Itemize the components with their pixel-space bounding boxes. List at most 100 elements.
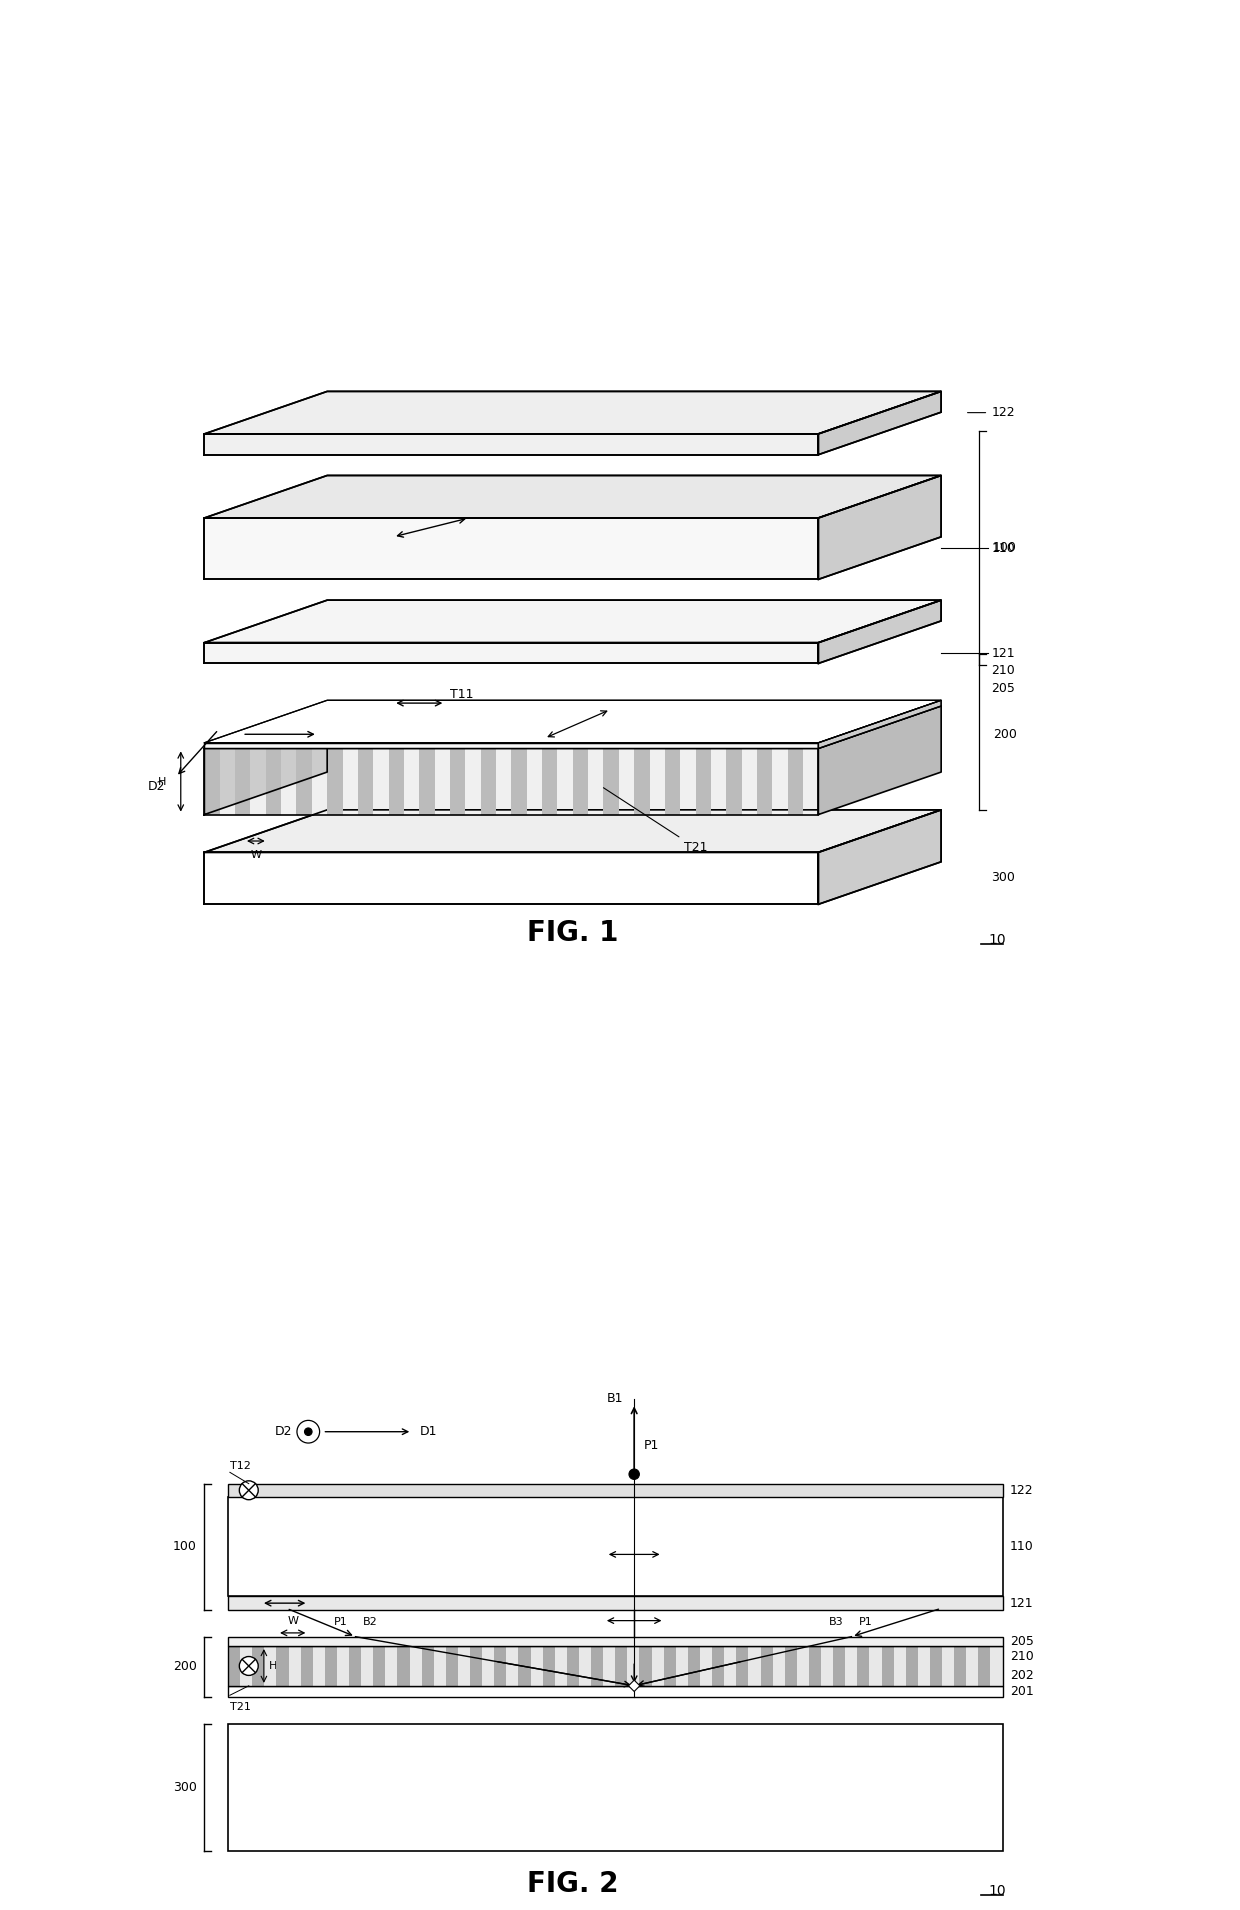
Text: W: W	[288, 1616, 298, 1625]
Polygon shape	[327, 707, 465, 749]
Polygon shape	[419, 749, 435, 814]
Text: W: W	[250, 850, 262, 860]
Polygon shape	[388, 749, 404, 814]
Text: 121: 121	[1011, 1597, 1034, 1610]
Text: FIG. 1: FIG. 1	[527, 919, 619, 947]
Bar	[833, 1646, 846, 1687]
Text: FIG. 2: FIG. 2	[527, 1870, 619, 1899]
Polygon shape	[205, 749, 219, 814]
Text: T11: T11	[229, 1581, 250, 1591]
Polygon shape	[236, 707, 373, 749]
Polygon shape	[481, 749, 496, 814]
Polygon shape	[818, 476, 941, 579]
Bar	[373, 1646, 386, 1687]
Polygon shape	[205, 707, 342, 749]
Bar	[567, 1646, 579, 1687]
Circle shape	[629, 1469, 640, 1480]
Text: 110: 110	[991, 542, 1016, 554]
Bar	[398, 1646, 409, 1687]
Polygon shape	[205, 749, 818, 814]
Circle shape	[239, 1656, 258, 1675]
Polygon shape	[629, 1681, 640, 1692]
Polygon shape	[358, 707, 496, 749]
Polygon shape	[604, 749, 619, 814]
Polygon shape	[481, 707, 619, 749]
Text: D2: D2	[275, 1425, 293, 1438]
Text: D2: D2	[148, 779, 165, 793]
Polygon shape	[818, 810, 941, 903]
Bar	[615, 1646, 627, 1687]
Text: 10: 10	[988, 932, 1006, 947]
Bar	[954, 1646, 966, 1687]
Text: H: H	[157, 777, 166, 787]
Polygon shape	[818, 392, 941, 455]
Bar	[228, 1687, 1003, 1698]
Polygon shape	[450, 749, 465, 814]
Polygon shape	[756, 707, 895, 749]
Polygon shape	[818, 707, 941, 814]
Polygon shape	[205, 392, 941, 434]
Bar	[228, 1637, 1003, 1646]
Polygon shape	[634, 707, 773, 749]
Text: 110: 110	[1011, 1539, 1034, 1553]
Text: B2: B2	[363, 1618, 378, 1627]
Text: 202: 202	[1011, 1669, 1034, 1683]
Bar	[228, 1646, 1003, 1687]
Polygon shape	[205, 743, 818, 749]
Bar	[228, 1484, 1003, 1497]
Bar	[228, 1646, 241, 1687]
Text: B1: B1	[606, 1392, 622, 1406]
Text: H: H	[269, 1662, 277, 1671]
Bar	[228, 1597, 1003, 1610]
Polygon shape	[327, 749, 342, 814]
Bar	[252, 1646, 264, 1687]
Polygon shape	[604, 707, 742, 749]
Text: P1: P1	[335, 1618, 348, 1627]
Bar	[591, 1646, 603, 1687]
Polygon shape	[696, 749, 711, 814]
Polygon shape	[542, 707, 681, 749]
Text: 210: 210	[1011, 1650, 1034, 1662]
Polygon shape	[205, 852, 818, 903]
Text: 122: 122	[991, 407, 1014, 418]
Polygon shape	[205, 518, 818, 579]
Polygon shape	[665, 707, 804, 749]
Bar	[882, 1646, 894, 1687]
Polygon shape	[511, 749, 527, 814]
Polygon shape	[665, 749, 681, 814]
Polygon shape	[296, 707, 435, 749]
Circle shape	[296, 1421, 320, 1444]
Text: 201: 201	[1011, 1685, 1034, 1698]
Text: 200: 200	[993, 728, 1017, 741]
Text: 300: 300	[172, 1780, 197, 1793]
Text: 205: 205	[1011, 1635, 1034, 1648]
Bar	[422, 1646, 434, 1687]
Text: 121: 121	[991, 647, 1014, 659]
Bar	[857, 1646, 869, 1687]
Text: B3: B3	[830, 1618, 844, 1627]
Bar	[760, 1646, 773, 1687]
Polygon shape	[419, 707, 558, 749]
Bar	[470, 1646, 482, 1687]
Polygon shape	[205, 810, 941, 852]
Bar	[808, 1646, 821, 1687]
Bar	[300, 1646, 312, 1687]
Polygon shape	[265, 749, 281, 814]
Polygon shape	[756, 749, 773, 814]
Text: 300: 300	[991, 871, 1016, 884]
Bar	[228, 1646, 1003, 1687]
Bar	[228, 1497, 1003, 1597]
Polygon shape	[205, 476, 941, 518]
Bar	[325, 1646, 337, 1687]
Bar	[228, 1723, 1003, 1851]
Polygon shape	[511, 707, 650, 749]
Text: T21: T21	[604, 787, 707, 854]
Polygon shape	[727, 749, 742, 814]
Polygon shape	[265, 707, 404, 749]
Polygon shape	[818, 701, 941, 749]
Text: 205: 205	[991, 682, 1016, 695]
Bar	[495, 1646, 506, 1687]
Text: P1: P1	[644, 1440, 658, 1452]
Text: D1: D1	[322, 728, 340, 741]
Bar	[277, 1646, 289, 1687]
